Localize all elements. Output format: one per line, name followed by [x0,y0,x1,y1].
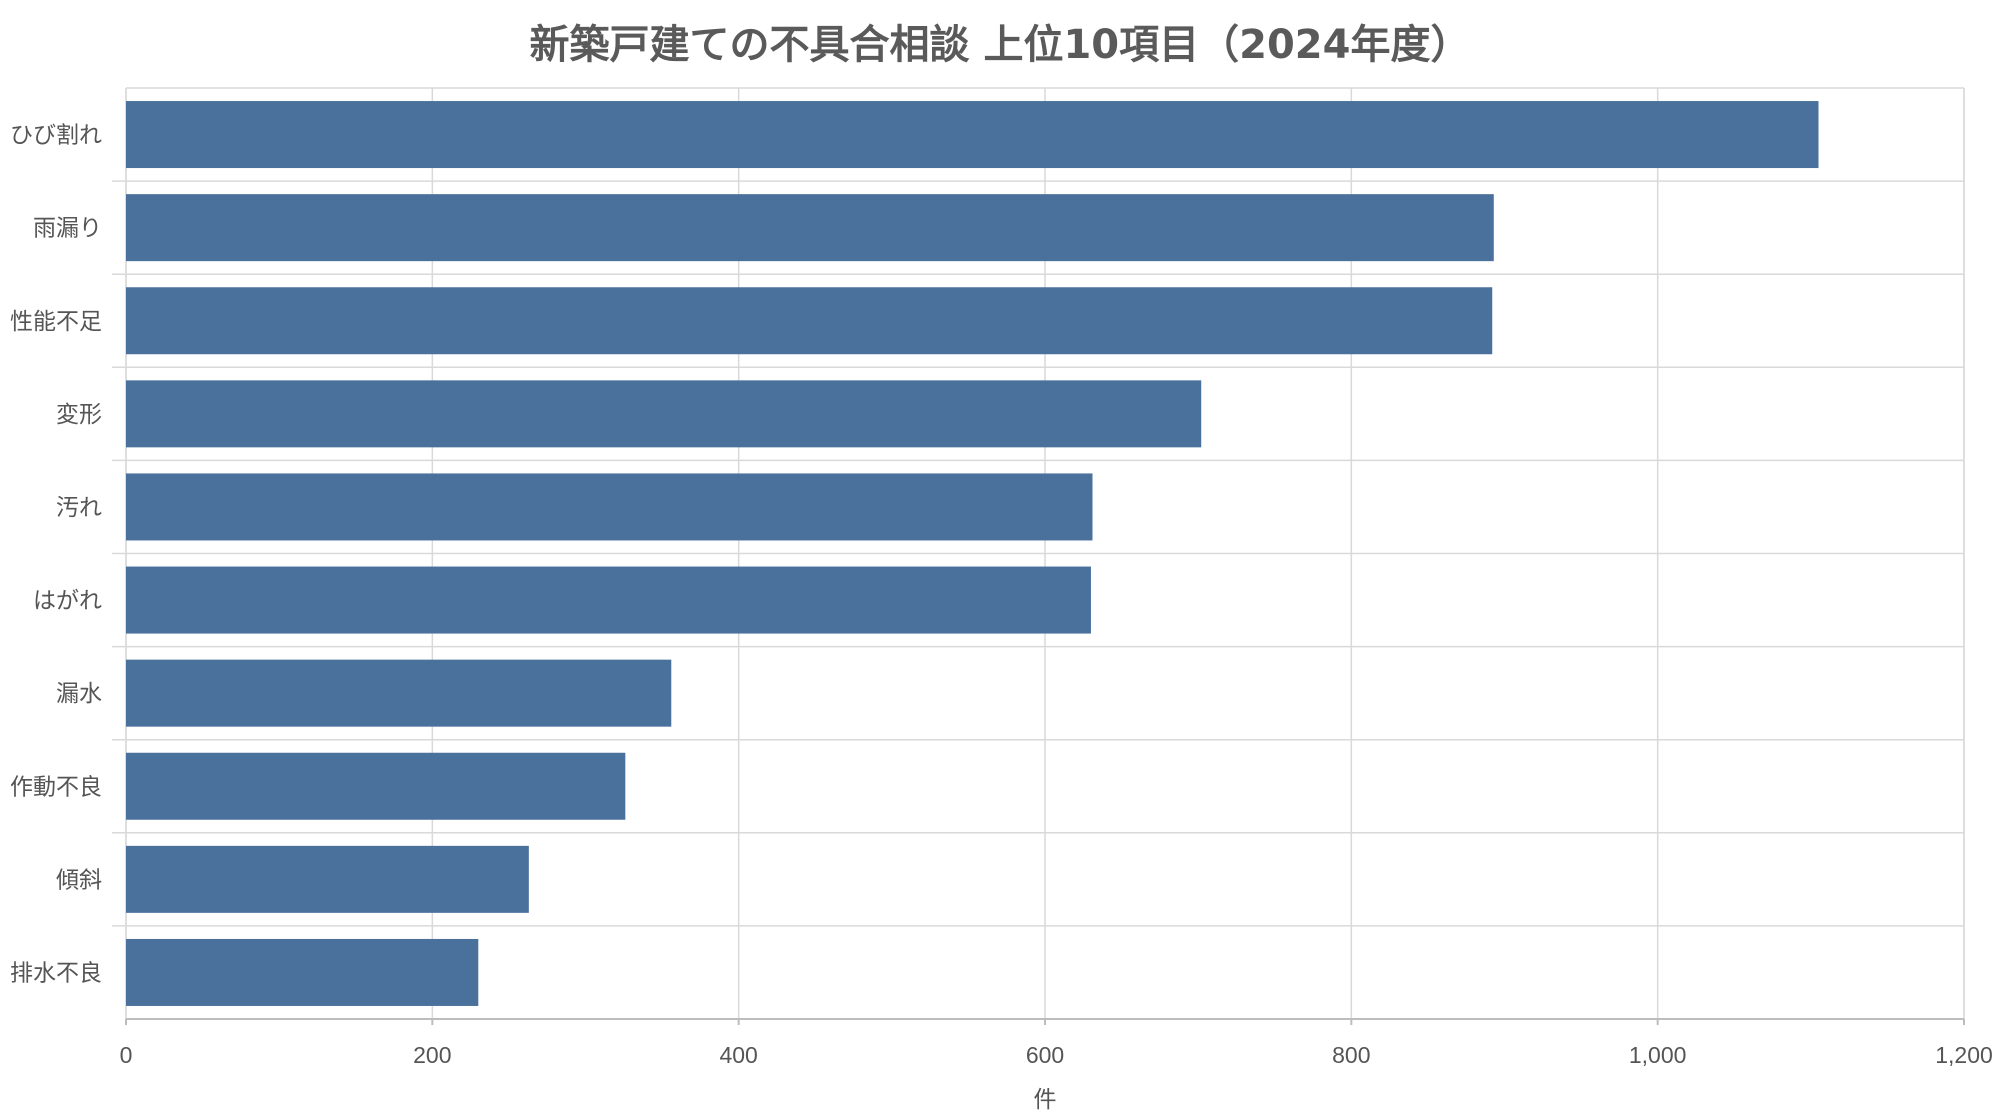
category-label: ひび割れ [10,123,102,149]
category-label: 傾斜 [56,867,102,893]
bar [126,287,1493,355]
x-tick-label: 800 [1332,1042,1370,1068]
category-label: 汚れ [56,495,102,521]
bar [126,380,1202,448]
category-label: 排水不良 [10,960,102,986]
bar [126,845,529,913]
bar [126,659,672,727]
x-tick-label: 1,000 [1629,1042,1687,1068]
category-label: 雨漏り [33,216,102,242]
chart-title: 新築戸建ての不具合相談 上位10項目（2024年度） [530,22,1471,68]
x-tick-label: 200 [413,1042,451,1068]
x-axis-label: 件 [1034,1087,1057,1113]
category-label: 漏水 [56,681,102,707]
x-tick-label: 600 [1026,1042,1064,1068]
x-axis-ticks: 0 200 400 600 800 1,000 1,200 [120,1019,1993,1068]
bar [126,752,626,820]
x-tick-label: 0 [120,1042,133,1068]
bar [126,938,479,1006]
category-label: 変形 [56,402,102,428]
bar [126,566,1091,634]
category-label: 性能不足 [10,309,102,335]
category-label: はがれ [33,588,102,614]
bars [126,101,1819,1006]
bar [126,101,1819,169]
x-tick-label: 1,200 [1935,1042,1993,1068]
bar [126,473,1093,541]
bar [126,194,1494,262]
category-label: 作動不良 [10,774,102,800]
x-tick-label: 400 [719,1042,757,1068]
